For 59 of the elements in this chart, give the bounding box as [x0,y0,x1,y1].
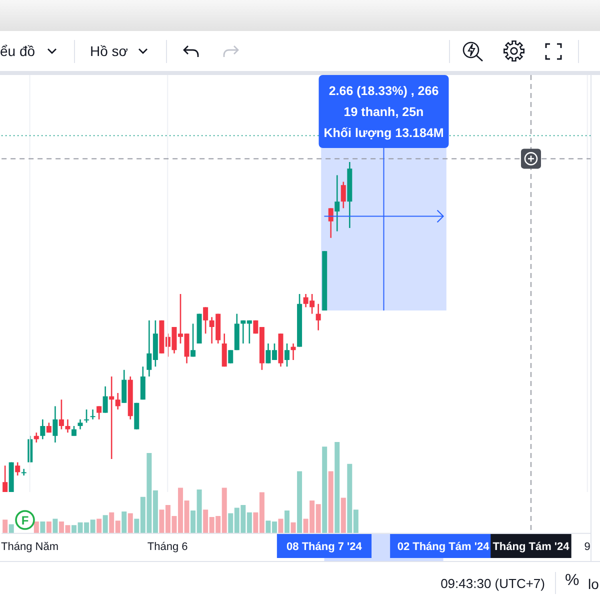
bar [52,518,58,533]
candlestick [122,369,127,404]
candlestick [334,174,340,232]
annotation: F [21,514,29,528]
x-tick-label: Tháng Tám '24 [492,541,570,553]
bar [128,512,133,533]
bar [284,510,290,533]
candlestick [21,468,26,476]
candlestick [15,462,20,476]
x-tick-label: 9 [584,541,590,553]
candlestick [102,386,108,414]
candlestick [71,425,76,437]
candlestick [34,432,39,444]
x-tick-label: 02 Tháng Tám '24 [397,541,490,553]
x-tick-label: Tháng Năm [1,541,59,553]
text: 09:43:30 (UTC+7) [440,575,545,593]
bar [297,470,302,533]
bar [96,518,102,533]
text: % [565,572,580,590]
bar [122,511,127,533]
candlestick [90,408,96,420]
bar [102,514,108,533]
bar [328,470,334,533]
candlestick [58,398,64,430]
text: Hồ sơ [90,42,128,60]
candlestick [65,418,70,434]
bar [334,442,340,533]
candlestick [40,418,46,440]
bar [322,446,328,533]
candlestick [140,366,146,400]
bar [278,518,284,533]
candlestick [109,376,114,460]
bar [8,524,14,533]
bar [290,522,296,533]
candlestick [2,464,8,492]
band-label: 2.66 (18.33%) , 266 19 thanh, 25n Khối lượng 13.184M [324,84,444,140]
bar [40,521,46,533]
bar [340,497,346,533]
candlestick [222,332,227,368]
candlestick [96,406,102,420]
candlestick [316,303,321,331]
candlestick [228,349,234,364]
candlestick [340,181,346,209]
bar [34,521,39,533]
candlestick [290,342,296,361]
candlestick [52,406,58,444]
x-tick-label: 08 Tháng 7 '24 [286,541,363,553]
candlestick [203,306,208,334]
candlestick [115,392,120,410]
text: ểu đồ [0,42,36,60]
candlestick [284,342,290,368]
candlestick [328,208,334,239]
candlestick [190,323,196,358]
candlestick [78,418,83,430]
bar [46,521,52,533]
text: lo [588,575,599,593]
x-tick-label: Tháng 6 [147,541,188,553]
candlestick [84,408,90,424]
bar [2,519,8,533]
